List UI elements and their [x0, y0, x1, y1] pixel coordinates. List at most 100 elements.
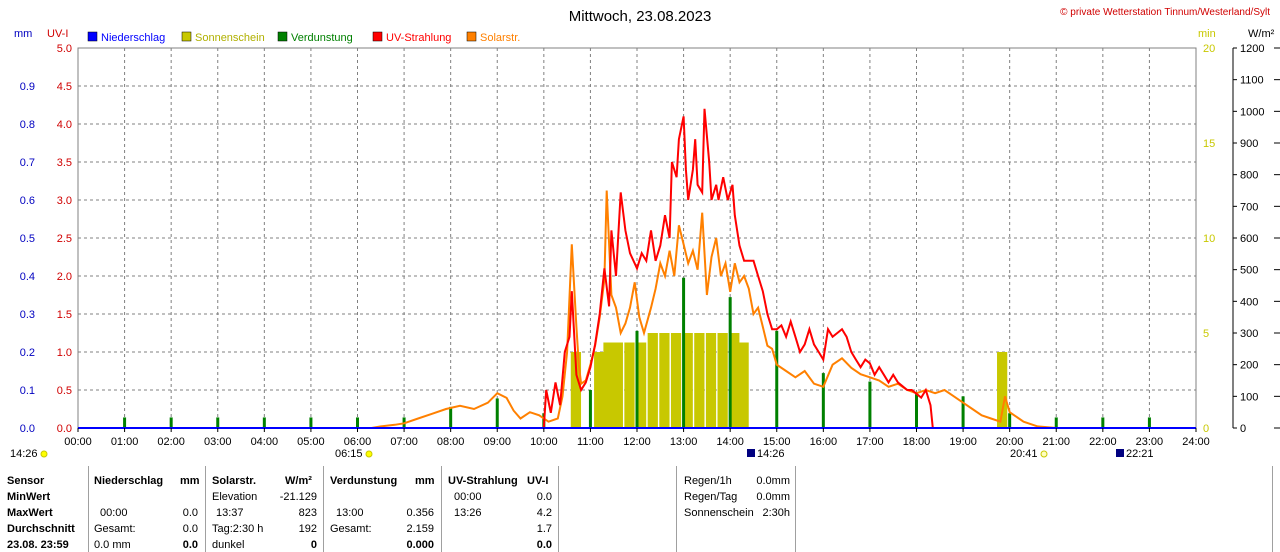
uv-line	[542, 108, 934, 429]
evaporation-bar	[123, 417, 127, 428]
wm2-tick-label: 900	[1240, 138, 1258, 150]
rain-day-label: Regen/Tag	[684, 491, 738, 503]
mm-tick-label: 0.2	[20, 347, 35, 359]
evaporation-bar	[1147, 417, 1151, 428]
uv-tick-label: 0.5	[57, 385, 72, 397]
chart-title: Mittwoch, 23.08.2023	[569, 8, 712, 25]
x-tick-label: 02:00	[157, 436, 185, 448]
sunshine-bar	[624, 342, 635, 428]
solar-min-label: Elevation	[212, 491, 258, 503]
evap-total-label: Gesamt:	[330, 523, 372, 535]
marker-row: 14:26 06:15 14:26 20:41 22:21	[10, 448, 1154, 460]
x-tick-label: 20:00	[996, 436, 1024, 448]
x-tick-label: 10:00	[530, 436, 558, 448]
wm2-tick-label: 600	[1240, 233, 1258, 245]
precip-total-value: 0.0	[182, 523, 198, 535]
x-tick-label: 00:00	[64, 436, 92, 448]
sunshine-bar	[612, 342, 623, 428]
moonrise-time: 14:26	[757, 448, 785, 460]
sensor-header: Sensor	[7, 475, 45, 487]
mm-tick-label: 0.1	[20, 385, 35, 397]
precip-current-value: 0.0	[182, 539, 198, 551]
uv-tick-label: 4.0	[57, 119, 72, 131]
sunshine-bar	[594, 352, 605, 428]
x-tick-label: 23:00	[1136, 436, 1164, 448]
evap-max-time: 13:00	[336, 507, 364, 519]
min-tick-label: 5	[1203, 328, 1209, 340]
moonset-icon	[1116, 449, 1124, 457]
weather-chart: 00:00 01:00 02:00 03:00 04:00 05:00 06:00 07:00…	[10, 7, 1280, 460]
copyright-text: © private Wetterstation Tinnum/Westerlan…	[1060, 7, 1270, 18]
moonrise-icon	[747, 449, 755, 457]
axis-ticks: 00:00 01:00 02:00 03:00 04:00 05:00 06:00 07:00…	[20, 43, 1280, 448]
solar-unit: W/m²	[285, 475, 312, 487]
x-tick-label: 03:00	[204, 436, 232, 448]
solar-current-label: dunkel	[212, 539, 245, 551]
row-label-min: MinWert	[7, 491, 51, 503]
x-tick-label: 17:00	[856, 436, 884, 448]
precip-max-value: 0.0	[182, 507, 198, 519]
sunshine-duration-value: 2:30h	[762, 507, 790, 519]
evaporation-bar	[309, 417, 313, 428]
sunshine-bar	[659, 333, 670, 428]
mm-tick-label: 0.4	[20, 271, 35, 283]
mm-tick-label: 0.3	[20, 309, 35, 321]
uv-current-value: 0.0	[536, 539, 552, 551]
rain-1h-value: 0.0mm	[756, 475, 790, 487]
mm-tick-label: 0.9	[20, 81, 35, 93]
chart-grid	[78, 48, 1196, 428]
evaporation-bar	[356, 417, 359, 428]
uv-avg-value: 1.7	[536, 523, 552, 535]
evaporation-bar	[495, 398, 499, 428]
wm2-tick-label: 800	[1240, 170, 1258, 182]
sunshine-series	[570, 333, 1008, 428]
evaporation-bar	[775, 330, 779, 428]
moonset-time: 22:21	[1126, 448, 1154, 460]
statistics-table: Sensor MinWert MaxWert Durchschnitt 23.0…	[0, 466, 1280, 552]
x-tick-label: 24:00	[1182, 436, 1210, 448]
uv-tick-label: 2.5	[57, 233, 72, 245]
legend-label: Verdunstung	[291, 32, 353, 44]
x-tick-label: 04:00	[251, 436, 279, 448]
sunshine-bar	[694, 333, 705, 428]
sunshine-duration-label: Sonnenschein	[684, 507, 754, 519]
evaporation-bar	[262, 417, 266, 428]
min-unit-label: min	[1198, 28, 1216, 40]
uv-tick-label: 1.0	[57, 347, 72, 359]
solar-max-value: 823	[298, 507, 317, 519]
uv-tick-label: 5.0	[57, 43, 72, 55]
x-tick-label: 11:00	[577, 436, 604, 448]
x-tick-label: 05:00	[297, 436, 325, 448]
evaporation-series	[123, 277, 1151, 428]
sunshine-bar	[636, 342, 647, 428]
evap-total-value: 2.159	[406, 523, 434, 535]
precip-current-label: 0.0 mm	[94, 539, 131, 551]
mm-tick-label: 0.6	[20, 195, 35, 207]
uv-min-value: 0.0	[536, 491, 552, 503]
solar-min-value: -21.129	[279, 491, 317, 503]
evaporation-bar	[868, 381, 872, 428]
x-tick-label: 08:00	[437, 436, 465, 448]
uv-max-value: 4.2	[536, 507, 552, 519]
legend-swatch	[181, 31, 192, 42]
legend-label: Solarstr.	[480, 32, 520, 44]
x-tick-label: 19:00	[949, 436, 977, 448]
wm2-tick-label: 1100	[1240, 75, 1264, 87]
x-tick-label: 13:00	[670, 436, 698, 448]
x-tick-label: 09:00	[483, 436, 511, 448]
evaporation-bar	[635, 330, 639, 428]
sunrise-time: 06:15	[335, 448, 363, 460]
x-tick-label: 16:00	[810, 436, 838, 448]
precip-max-time: 00:00	[100, 507, 128, 519]
uv-tick-label: 0.0	[57, 423, 72, 435]
sunshine-bar	[738, 342, 749, 428]
sunset-icon	[1040, 450, 1048, 458]
sunshine-bar	[717, 333, 728, 428]
sunshine-bar	[647, 333, 658, 428]
x-tick-label: 07:00	[390, 436, 418, 448]
wm2-tick-label: 200	[1240, 360, 1258, 372]
sunshine-bar	[603, 342, 614, 428]
legend-label: Niederschlag	[101, 32, 165, 44]
mm-tick-label: 0.0	[20, 423, 35, 435]
x-tick-label: 15:00	[763, 436, 791, 448]
